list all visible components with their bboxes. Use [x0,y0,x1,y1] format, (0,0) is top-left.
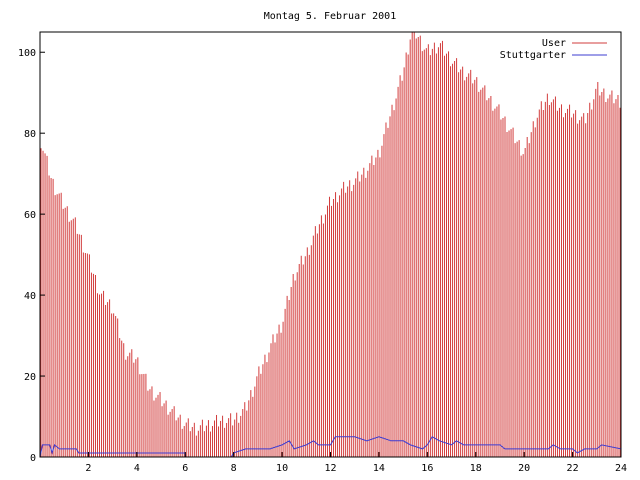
x-tick-label: 20 [518,463,530,474]
x-tick-label: 2 [85,463,91,474]
x-tick-label: 18 [470,463,482,474]
legend: User Stuttgarter [500,38,607,61]
y-tick-label: 0 [30,453,36,464]
legend-label-user: User [542,38,566,49]
y-axis: 0 20 40 60 80 100 [18,48,45,464]
x-tick-label: 4 [134,463,140,474]
y-tick-label: 40 [24,291,36,302]
x-tick-label: 22 [567,463,579,474]
x-tick-label: 16 [421,463,433,474]
x-tick-label: 8 [231,463,237,474]
plot-frame [39,31,622,458]
y-tick-label: 80 [24,129,36,140]
stuttgarter-line [39,436,622,458]
x-axis: 2 4 6 8 10 12 14 16 18 20 22 24 [85,452,627,474]
x-tick-label: 10 [276,463,288,474]
x-tick-label: 6 [182,463,188,474]
x-tick-label: 12 [324,463,336,474]
x-tick-label: 24 [615,463,627,474]
y-tick-label: 20 [24,372,36,383]
y-tick-label: 60 [24,210,36,221]
x-tick-label: 14 [373,463,385,474]
y-tick-label: 100 [18,48,36,59]
chart-title: Montag 5. Februar 2001 [264,11,396,22]
user-bars [40,32,621,457]
legend-label-stuttgarter: Stuttgarter [500,50,566,61]
